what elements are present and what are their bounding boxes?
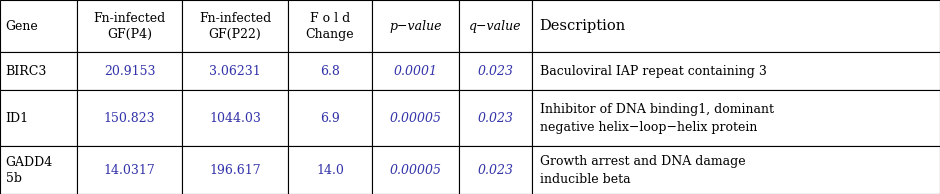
Bar [77, 90, 182, 146]
Bar [288, 146, 372, 194]
Bar [77, 146, 182, 194]
Bar [0, 146, 77, 194]
Text: Fn-infected
GF(P4): Fn-infected GF(P4) [94, 12, 165, 41]
Bar [182, 146, 288, 194]
Text: 20.9153: 20.9153 [104, 65, 155, 78]
Bar [0, 52, 77, 90]
Bar [288, 52, 372, 90]
Bar [0, 90, 77, 146]
Text: 3.06231: 3.06231 [209, 65, 261, 78]
Bar [0, 0, 77, 52]
Text: 14.0: 14.0 [316, 164, 344, 177]
Bar [182, 52, 288, 90]
Text: Inhibitor of DNA binding1, dominant
negative helix−loop−helix protein: Inhibitor of DNA binding1, dominant nega… [540, 103, 774, 134]
Bar [372, 52, 459, 90]
Bar [532, 52, 940, 90]
Bar [77, 0, 182, 52]
Text: 1044.03: 1044.03 [209, 112, 261, 125]
Bar [459, 90, 532, 146]
Text: Baculoviral IAP repeat containing 3: Baculoviral IAP repeat containing 3 [540, 65, 766, 78]
Bar [372, 146, 459, 194]
Text: Gene: Gene [6, 20, 39, 33]
Bar [77, 52, 182, 90]
Bar [182, 0, 288, 52]
Text: 0.00005: 0.00005 [389, 112, 442, 125]
Text: 0.023: 0.023 [478, 65, 513, 78]
Text: GADD4
5b: GADD4 5b [6, 156, 53, 185]
Text: 14.0317: 14.0317 [103, 164, 156, 177]
Text: 6.8: 6.8 [320, 65, 340, 78]
Bar [288, 0, 372, 52]
Bar [372, 90, 459, 146]
Text: Fn-infected
GF(P22): Fn-infected GF(P22) [199, 12, 271, 41]
Text: p−value: p−value [389, 20, 442, 33]
Bar [459, 146, 532, 194]
Bar [459, 0, 532, 52]
Bar [532, 90, 940, 146]
Text: 0.023: 0.023 [478, 112, 513, 125]
Bar [288, 90, 372, 146]
Text: Description: Description [540, 19, 626, 33]
Bar [532, 0, 940, 52]
Text: 0.00005: 0.00005 [389, 164, 442, 177]
Text: q−value: q−value [469, 20, 522, 33]
Text: 0.023: 0.023 [478, 164, 513, 177]
Text: Growth arrest and DNA damage
inducible beta: Growth arrest and DNA damage inducible b… [540, 155, 745, 186]
Text: BIRC3: BIRC3 [6, 65, 47, 78]
Text: 196.617: 196.617 [210, 164, 260, 177]
Text: F o l d
Change: F o l d Change [306, 12, 354, 41]
Bar [182, 90, 288, 146]
Bar [532, 146, 940, 194]
Text: ID1: ID1 [6, 112, 29, 125]
Bar [372, 0, 459, 52]
Text: 6.9: 6.9 [320, 112, 340, 125]
Text: 0.0001: 0.0001 [394, 65, 437, 78]
Text: 150.823: 150.823 [104, 112, 155, 125]
Bar [459, 52, 532, 90]
